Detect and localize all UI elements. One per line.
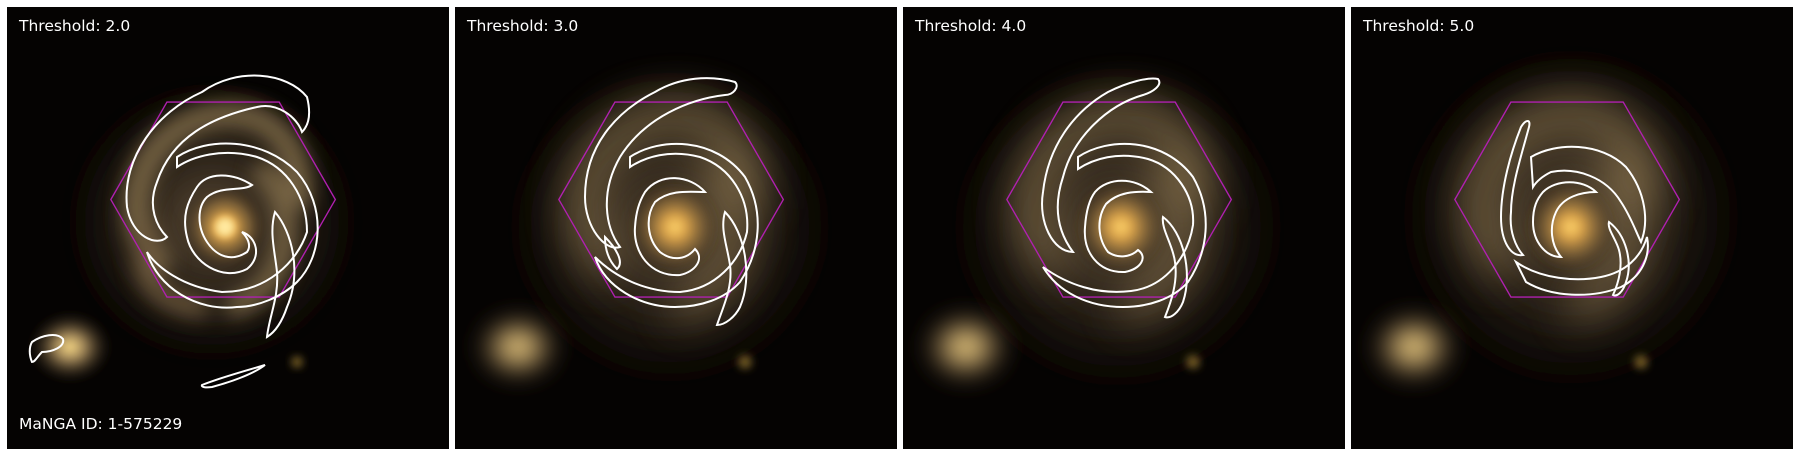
galaxy-panel-threshold-3: Threshold: 3.0 <box>455 7 897 449</box>
threshold-label: Threshold: 3.0 <box>467 17 579 35</box>
galaxy-panel-threshold-5: Threshold: 5.0 <box>1351 7 1793 449</box>
galaxy-image <box>455 7 897 449</box>
companion-galaxy <box>916 305 1016 389</box>
manga-id-label: MaNGA ID: 1-575229 <box>19 415 183 433</box>
contour-lines <box>1499 120 1649 297</box>
contour-lines <box>1041 77 1207 319</box>
galaxy-core <box>1075 181 1167 273</box>
companion-galaxy <box>28 311 112 383</box>
galaxy-image <box>903 7 1345 449</box>
ifu-hexagon <box>1454 101 1681 298</box>
galaxy-image <box>7 7 449 449</box>
threshold-label: Threshold: 2.0 <box>19 17 131 35</box>
ifu-hexagon <box>1006 101 1233 298</box>
threshold-label: Threshold: 4.0 <box>915 17 1027 35</box>
threshold-label: Threshold: 5.0 <box>1363 17 1475 35</box>
ifu-hexagon <box>558 101 785 298</box>
companion-galaxy <box>1364 305 1464 389</box>
galaxy-core <box>1525 181 1617 273</box>
galaxy-core <box>629 181 721 273</box>
spiral-arms <box>569 99 762 320</box>
companion-galaxy <box>470 307 566 387</box>
galaxy-image <box>1351 7 1793 449</box>
ifu-hexagon <box>110 101 337 298</box>
galaxy-panel-threshold-2: Threshold: 2.0 MaNGA ID: 1-575229 <box>7 7 449 449</box>
contour-lines <box>28 74 319 389</box>
contour-lines <box>583 77 759 327</box>
galaxy-panel-threshold-4: Threshold: 4.0 <box>903 7 1345 449</box>
